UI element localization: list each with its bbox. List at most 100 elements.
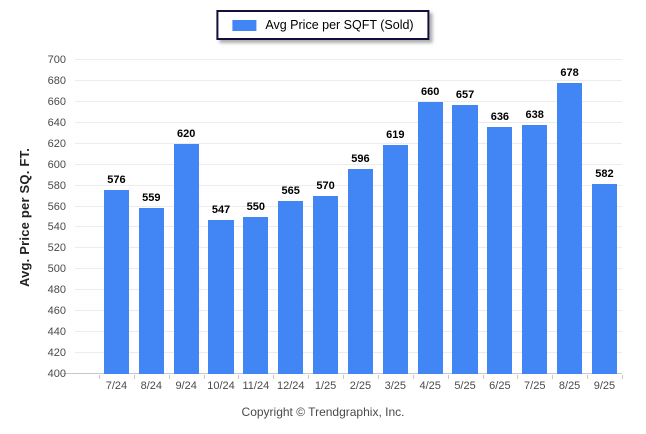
x-axis-tick	[482, 375, 484, 379]
bar-9/25: 582	[591, 168, 617, 374]
x-axis-tick	[238, 375, 240, 379]
y-tick-label: 580	[47, 179, 66, 192]
y-tick-label: 680	[47, 74, 66, 87]
y-tick-label: 660	[47, 95, 66, 108]
bar-slot: 550	[238, 60, 273, 374]
bar-value-label: 547	[211, 204, 231, 217]
bar-7/24: 576	[103, 174, 129, 374]
gridline	[75, 59, 622, 60]
bar-6/25: 636	[487, 111, 513, 374]
bar-slot: 565	[273, 60, 308, 374]
x-axis-tick	[447, 375, 449, 379]
bar-slot: 582	[587, 60, 622, 374]
gridline	[75, 163, 622, 165]
x-axis-tick	[587, 375, 589, 379]
bar-4/25: 660	[417, 86, 443, 374]
y-tick-label: 600	[47, 158, 66, 171]
y-tick-label: 500	[47, 263, 66, 276]
x-tick-label: 11/24	[242, 380, 270, 392]
bar-9/24: 620	[173, 128, 199, 374]
x-tick-label: 2/25	[349, 380, 372, 392]
legend-swatch-icon	[232, 19, 257, 31]
x-axis-tick	[133, 375, 135, 379]
bar-2/25: 596	[347, 153, 373, 374]
x-axis-tick	[412, 375, 414, 379]
bar-10/24: 547	[208, 204, 234, 374]
bar-slot: 576	[99, 60, 134, 374]
bar-8/24: 559	[138, 192, 164, 374]
x-tick-label: 10/24	[207, 380, 235, 392]
x-axis-tick	[273, 375, 275, 379]
bar-value-label: 582	[595, 167, 614, 180]
x-tick-label: 7/25	[524, 380, 546, 392]
bar-value-label: 619	[386, 128, 405, 141]
y-tick-label: 460	[47, 305, 66, 318]
x-tick-label: 5/25	[454, 380, 476, 392]
chart-legend: Avg Price per SQFT (Sold)	[216, 10, 430, 40]
x-tick-label: 6/25	[489, 380, 511, 392]
bar-7/25: 638	[522, 109, 548, 374]
bar-slot: 638	[517, 60, 552, 374]
bar-value-label: 657	[455, 89, 475, 102]
x-tick-label: 9/25	[593, 380, 616, 392]
bar-slot: 596	[343, 60, 378, 374]
y-axis-title: Avg. Price per SQ. FT.	[14, 60, 34, 374]
bar-5/25: 657	[452, 89, 478, 374]
bars-container: 576 559 620 547 550 565 570 596 619 660 657 636 638 6…	[99, 60, 623, 379]
y-tick-label: 640	[47, 116, 66, 129]
bar-value-label: 678	[560, 67, 579, 80]
x-tick-label: 8/24	[140, 380, 162, 392]
bar-slot: 547	[204, 60, 239, 374]
bar-slot: 620	[169, 60, 204, 374]
gridline	[75, 142, 622, 144]
bar-value-label: 570	[316, 180, 335, 193]
copyright-text: Copyright © Trendgraphix, Inc.	[241, 405, 405, 419]
x-axis-tick	[552, 375, 554, 379]
bar-slot: 678	[552, 60, 587, 374]
x-tick-label: 7/24	[105, 380, 128, 392]
bar-value-label: 576	[107, 173, 126, 186]
bar-value-label: 559	[142, 191, 161, 204]
y-tick-label: 420	[47, 347, 66, 360]
y-axis-title-text: Avg. Price per SQ. FT.	[16, 147, 32, 287]
x-axis-tick	[99, 375, 100, 379]
x-axis-tick	[517, 375, 519, 379]
bar-8/25: 678	[557, 67, 583, 374]
gridline	[75, 100, 622, 102]
bar-value-label: 620	[176, 127, 196, 140]
x-tick-label: 12/24	[276, 380, 305, 392]
x-axis-tick	[343, 375, 345, 379]
y-tick-label: 520	[47, 242, 66, 255]
legend-label: Avg Price per SQFT (Sold)	[265, 18, 414, 32]
y-tick-label: 400	[47, 368, 66, 380]
bar-value-label: 660	[420, 85, 440, 98]
x-tick-label: 3/25	[384, 380, 407, 392]
x-axis-tick	[168, 375, 170, 379]
gridline	[75, 121, 622, 123]
x-tick-label: 4/25	[419, 380, 441, 392]
bar-slot: 559	[134, 60, 169, 374]
y-tick-label: 480	[47, 284, 66, 297]
x-tick-label: 1/25	[314, 380, 337, 392]
bar-slot: 636	[482, 60, 517, 374]
bar-slot: 657	[448, 60, 483, 374]
y-tick-label: 440	[47, 326, 66, 339]
x-tick-label: 8/25	[558, 380, 581, 392]
x-axis-tick	[622, 375, 623, 379]
y-tick-label: 700	[47, 54, 66, 66]
x-axis-labels: 7/24 8/24 9/24 10/24 11/24 12/24 1/25 2/25 3/25 4…	[99, 380, 622, 392]
y-tick-label: 540	[47, 221, 66, 234]
x-axis-tick	[203, 375, 205, 379]
bar-value-label: 636	[490, 111, 510, 123]
bar-11/24: 550	[243, 201, 269, 374]
bar-1/25: 570	[313, 180, 339, 374]
y-tick-label: 620	[47, 137, 66, 150]
bar-value-label: 550	[246, 201, 266, 213]
bar-slot: 570	[308, 60, 343, 374]
bar-12/24: 565	[278, 185, 304, 374]
bar-3/25: 619	[382, 129, 408, 374]
gridline	[75, 79, 622, 81]
bar-value-label: 638	[525, 108, 544, 121]
x-axis-tick	[308, 375, 310, 379]
